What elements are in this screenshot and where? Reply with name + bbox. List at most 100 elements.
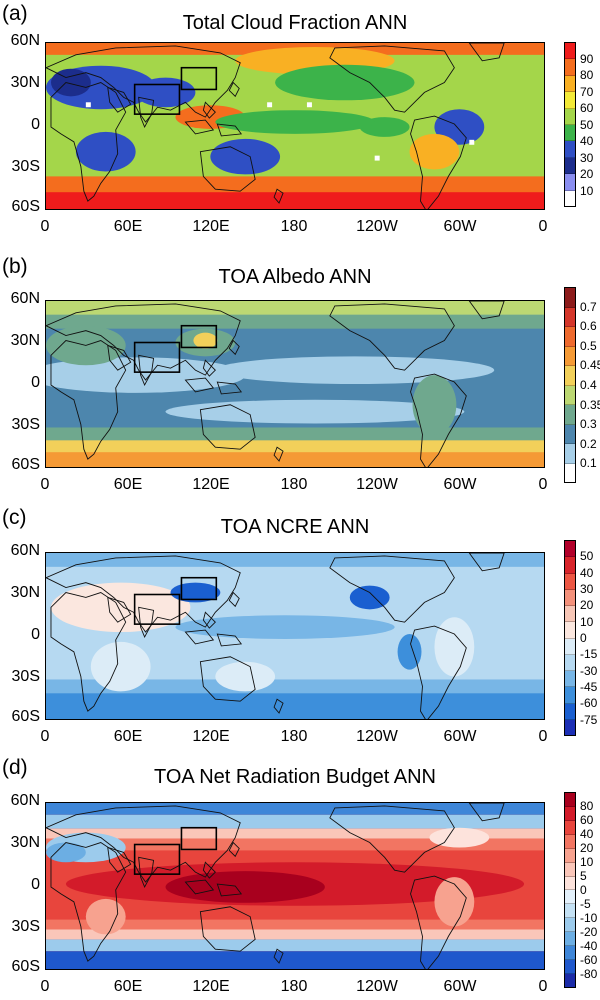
colorbar-segment	[565, 405, 575, 425]
colorbar-segment	[565, 918, 575, 933]
colorbar-segment	[565, 876, 575, 891]
colorbar-segment	[565, 174, 575, 191]
lat-label: 0	[31, 876, 40, 893]
colorbar-label: 90	[580, 51, 594, 66]
panel-title: Total Cloud Fraction ANN	[182, 12, 408, 34]
panel-label: (d)	[2, 756, 28, 779]
lon-label: 180	[280, 218, 308, 235]
lon-label: 180	[280, 728, 308, 745]
lon-label: 120W	[356, 476, 398, 493]
lat-label: 30N	[10, 834, 40, 851]
colorbar-label: 20	[580, 598, 594, 613]
lon-label: 120E	[192, 728, 230, 745]
colorbar-label: 30	[580, 582, 594, 596]
colorbar-label: -80	[580, 967, 598, 981]
colorbar-label: 0.35	[580, 397, 600, 412]
colorbar-segment	[565, 444, 575, 464]
colorbar-segment	[565, 75, 575, 93]
lon-label: 120W	[356, 728, 398, 745]
colorbar-segment	[565, 834, 575, 849]
colorbar-label: 40	[580, 827, 594, 841]
colorbar-label: -10	[580, 911, 598, 925]
map-toa-net-radiation	[45, 802, 545, 970]
colorbar-label: 60	[580, 101, 594, 115]
colorbar-label: -40	[580, 939, 598, 953]
lat-label: 30S	[11, 918, 40, 935]
colorbar-segment	[565, 960, 575, 974]
lon-label: 120E	[192, 978, 230, 995]
colorbar-label: 40	[580, 134, 594, 148]
colorbar-segment	[565, 703, 575, 720]
colorbar	[564, 540, 576, 736]
lon-label: 180	[280, 476, 308, 493]
colorbar-segment	[565, 557, 575, 574]
colorbar-label: 40	[580, 565, 594, 580]
colorbar-label: 20	[580, 167, 594, 181]
lat-label: 60S	[11, 708, 40, 725]
lon-label: 0	[538, 218, 548, 235]
colorbar-segment	[565, 671, 575, 688]
colorbar-label: -30	[580, 663, 598, 678]
lon-label: 60W	[443, 978, 477, 995]
colorbar-label: 0.1	[580, 456, 597, 471]
colorbar-label: 0.45	[580, 358, 600, 373]
panel-title: TOA Albedo ANN	[218, 266, 372, 288]
lon-label: 180	[280, 978, 308, 995]
colorbar-segment	[565, 862, 575, 877]
colorbar-segment	[565, 327, 575, 347]
colorbar-segment	[565, 92, 575, 109]
colorbar-segment	[565, 622, 575, 639]
colorbar-label: -75	[580, 712, 598, 727]
panel-toa-net-radiation: (d) TOA Net Radiation Budget ANN 60N 30N…	[0, 750, 600, 1000]
lon-label: 120E	[192, 476, 230, 493]
colorbar-segment	[565, 573, 575, 590]
lat-label: 60N	[10, 290, 40, 307]
lon-label: 0	[538, 978, 548, 995]
colorbar-segment	[565, 890, 575, 905]
colorbar-segment	[565, 424, 575, 444]
colorbar-segment	[565, 973, 575, 987]
colorbar-segment	[565, 288, 575, 308]
colorbar-segment	[565, 157, 575, 175]
colorbar-label: 0.5	[580, 338, 597, 353]
colorbar-label: 10	[580, 183, 594, 198]
colorbar-segment	[565, 541, 575, 558]
panel-toa-ncre: (c) TOA NCRE ANN 60N 30N 0 30S 60S 0 60E…	[0, 500, 600, 750]
map-cloud-fraction	[45, 42, 545, 210]
panel-label: (c)	[2, 506, 27, 529]
colorbar-segment	[565, 820, 575, 835]
lon-label: 0	[40, 978, 50, 995]
colorbar-segment	[565, 719, 575, 735]
lon-label: 0	[40, 476, 50, 493]
colorbar-segment	[565, 932, 575, 947]
lon-label: 60W	[443, 728, 477, 745]
colorbar-label: 10	[580, 614, 594, 629]
panel-label: (a)	[2, 2, 28, 25]
lon-label: 120W	[356, 978, 398, 995]
colorbar-label: 30	[580, 150, 594, 165]
lon-label: 60E	[113, 218, 143, 235]
panel-title: TOA Net Radiation Budget ANN	[153, 766, 436, 788]
lat-label: 60S	[11, 958, 40, 975]
colorbar-label: 0.4	[580, 378, 597, 392]
colorbar-label: -60	[580, 953, 598, 967]
lon-label: 60W	[443, 476, 477, 493]
colorbar-label: -45	[580, 680, 598, 694]
colorbar-segment	[565, 366, 575, 386]
colorbar-segment	[565, 108, 575, 126]
lat-label: 30N	[10, 74, 40, 91]
colorbar-segment	[565, 654, 575, 671]
colorbar-segment	[565, 606, 575, 623]
lon-label: 0	[538, 728, 548, 745]
colorbar-segment	[565, 141, 575, 158]
colorbar-segment	[565, 125, 575, 142]
lat-label: 0	[31, 626, 40, 643]
map-toa-albedo	[45, 300, 545, 468]
colorbar-label: -60	[580, 696, 598, 711]
lat-label: 30S	[11, 158, 40, 175]
colorbar-segment	[565, 946, 575, 961]
colorbar-segment	[565, 638, 575, 655]
colorbar-segment	[565, 806, 575, 821]
lat-label: 60S	[11, 198, 40, 215]
colorbar-segment	[565, 43, 575, 60]
